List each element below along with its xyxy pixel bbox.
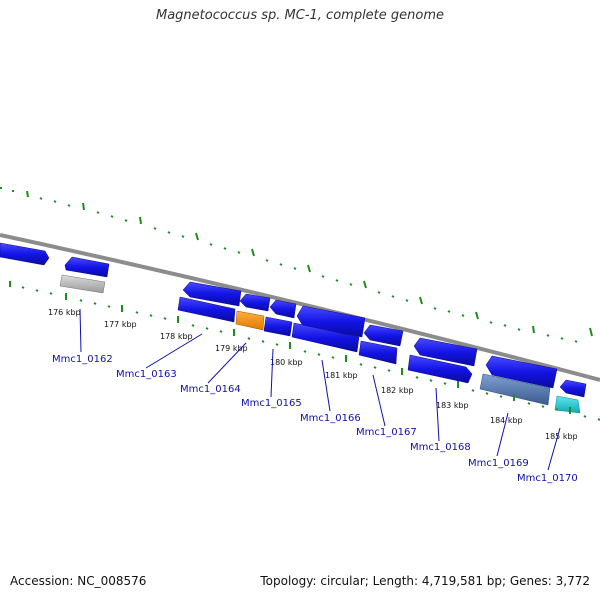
genes-reverse-strand [177, 296, 581, 414]
genes-forward-strand [0, 242, 587, 398]
kbp-label: 178 kbp [160, 332, 193, 341]
gene-labels: Mmc1_0162 Mmc1_0163 Mmc1_0164 Mmc1_0165 … [52, 354, 578, 484]
gene-label: Mmc1_0169 [468, 458, 529, 469]
genome-backbone [0, 233, 600, 382]
inner-tick-ring [9, 281, 600, 421]
kbp-label: 177 kbp [104, 320, 137, 329]
gene-label: Mmc1_0166 [300, 413, 361, 424]
gene-label: Mmc1_0163 [116, 369, 177, 380]
kbp-label: 181 kbp [325, 371, 358, 380]
gene-label-leaders [79, 308, 561, 471]
gene-block [269, 299, 297, 319]
gene-label: Mmc1_0167 [356, 427, 417, 438]
gene-block [358, 340, 398, 365]
gene-label: Mmc1_0164 [180, 384, 241, 395]
genome-summary-text: Topology: circular; Length: 4,719,581 bp… [260, 574, 590, 588]
gene-block [0, 242, 50, 266]
gene-block [177, 296, 236, 323]
gene-block [363, 324, 404, 347]
outer-tick-ring [0, 187, 593, 343]
gene-block [291, 322, 360, 353]
gene-block [413, 337, 478, 367]
gene-block [235, 310, 265, 331]
gene-block [59, 274, 106, 294]
accession-text: Accession: NC_008576 [10, 574, 147, 588]
kbp-label: 180 kbp [270, 358, 303, 367]
gene-block [559, 379, 587, 398]
kbp-label: 179 kbp [215, 344, 248, 353]
kbp-label: 176 kbp [48, 308, 81, 317]
gene-label: Mmc1_0168 [410, 442, 471, 453]
gene-block [263, 316, 293, 337]
map-title: Magnetococcus sp. MC-1, complete genome [155, 8, 445, 23]
kbp-label: 185 kbp [545, 432, 578, 441]
gene-block [554, 395, 581, 414]
gene-block [407, 354, 473, 384]
gene-block [479, 373, 551, 406]
kbp-label: 183 kbp [436, 401, 469, 410]
gene-block [182, 281, 242, 307]
gene-label: Mmc1_0170 [517, 473, 578, 484]
gene-block [485, 355, 558, 389]
kbp-label: 182 kbp [381, 386, 414, 395]
gene-label: Mmc1_0165 [241, 398, 302, 409]
gene-block [64, 256, 110, 278]
gene-label: Mmc1_0162 [52, 354, 113, 365]
gene-block [239, 293, 271, 312]
